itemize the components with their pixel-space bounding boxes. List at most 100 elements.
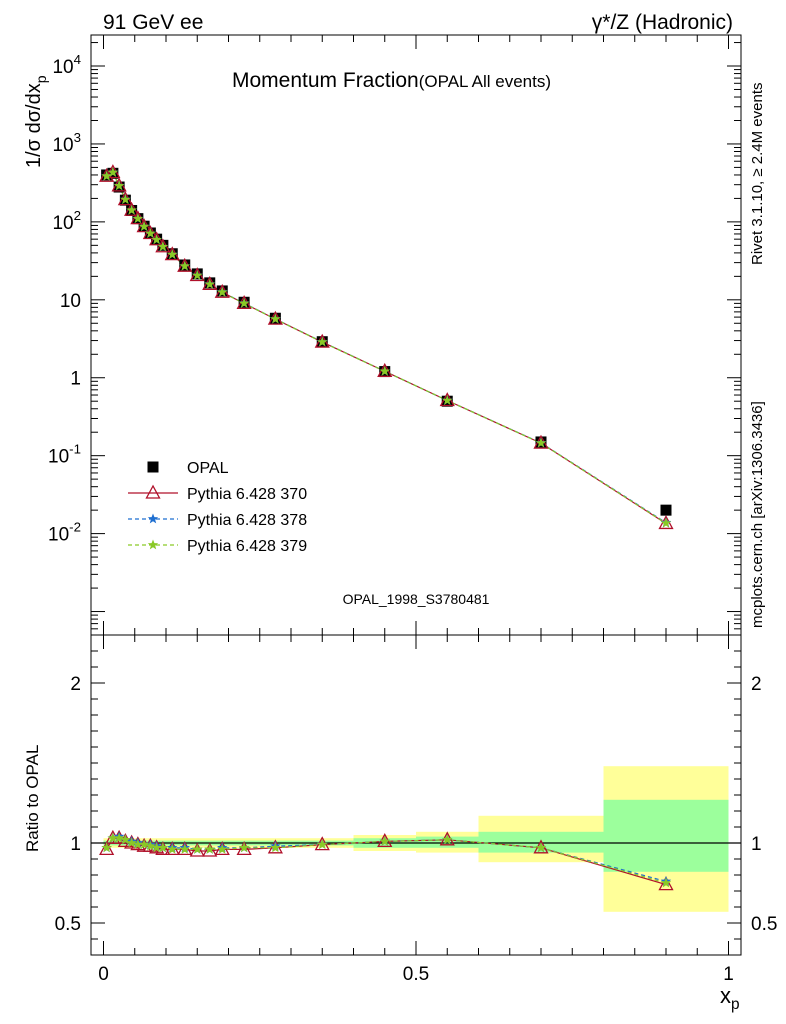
ratio-data-point [660,877,672,888]
ratio-data-point [145,840,156,851]
ratio-data-point [217,843,228,854]
legend-marker [147,513,159,524]
legend-marker [147,461,159,473]
main-y-tick-label: 10 [60,291,81,312]
ratio-axes: 0.5 0.5 1 1 2 2 0 0.5 1 [55,634,777,985]
legend-label: Pythia 6.428 370 [187,486,307,503]
legend-marker [145,484,161,499]
mcplots-label: mcplots.cern.ch [arXiv:1306.3436] [749,401,766,628]
main-y-axis-label: 1/σ dσ/dxp [23,75,49,168]
main-data-point [151,234,162,245]
ratio-data-point [113,832,125,843]
label-script: 2 [74,208,81,223]
uncertainty-band-inner [416,836,479,848]
main-data-point [660,504,672,516]
label-script: 4 [74,52,81,67]
ratio-data-point [107,832,119,843]
ratio-data-point [101,842,112,853]
ratio-data-point [192,843,203,854]
main-data-point [442,395,453,405]
ratio-data-point [189,842,205,857]
main-data-point [138,221,150,231]
main-data-point [270,313,281,324]
main-data-point [107,166,119,177]
main-data-point [120,194,131,205]
main-y-tick-label: 103 [52,130,81,156]
header-right: γ*/Z (Hadronic) [592,11,733,34]
label-base: x [720,983,731,1008]
label-base: 10 [52,213,73,234]
main-title-text: Momentum Fraction [232,69,419,92]
ratio-y-axis-label: Ratio to OPAL [23,745,42,852]
ratio-data-point [179,843,190,854]
label-script: -2 [69,520,81,535]
ratio-data-point [120,834,131,845]
rivet-version-label: Rivet 3.1.10, ≥ 2.4M events [749,83,766,266]
ratio-data-point [138,839,150,849]
label-script: p [731,996,740,1013]
main-y-tick-label: 104 [52,52,81,78]
uncertainty-band-inner [478,831,604,853]
ratio-data-point [236,841,252,856]
main-data-point [317,336,328,347]
ratio-x-tick-label: 0 [98,964,109,985]
main-marker-layer [99,164,674,530]
ratio-data-point [379,835,390,846]
ratio-data-point [535,842,547,853]
main-data-point [238,297,250,308]
legend: OPAL Pythia 6.428 370 Pythia 6.428 378 Pyth… [128,460,307,555]
ratio-data-point [204,843,215,854]
ratio-data-point [157,842,169,853]
ratio-x-axis-label: xp [720,983,740,1013]
main-data-point [179,260,190,271]
ratio-data-point [167,843,178,854]
main-y-tick-label: 10-1 [48,442,81,468]
main-data-point [192,270,203,280]
ratio-x-tick-label: 0.5 [403,964,429,985]
ratio-data-point [317,839,328,849]
main-data-point [535,437,547,448]
ratio-data-point [658,876,674,891]
main-y-tick-label: 1 [70,369,81,390]
label-script: 3 [74,130,81,145]
main-data-point [157,241,169,252]
main-y-tick-label: 10-2 [48,520,81,546]
uncertainty-band-inner [603,799,729,872]
legend-marker [147,539,159,550]
label-base: 10 [52,57,73,78]
header-left: 91 GeV ee [103,11,203,34]
ratio-data-point [151,842,162,853]
main-data-point [660,517,672,528]
ratio-y-tick-label: 0.5 [55,914,81,935]
main-subtitle-text: (OPAL All events) [419,72,551,91]
main-data-point [126,204,137,215]
label-script: -1 [69,442,81,457]
label-base: 10 [48,525,69,546]
main-data-point [217,286,228,297]
main-data-point [204,278,215,289]
label-base: 1/σ dσ/dx [23,83,45,168]
main-data-point [113,180,125,191]
main-data-point [167,249,178,260]
main-data-point [132,213,144,224]
main-y-tick-label: 102 [52,208,81,234]
legend-label: OPAL [187,460,229,477]
legend-label: Pythia 6.428 379 [187,538,307,555]
x-axis-label-main: xp [720,983,740,1013]
legend-label: Pythia 6.428 378 [187,512,307,529]
ratio-y-tick-label: 1 [70,834,81,855]
analysis-watermark: OPAL_1998_S3780481 [343,591,490,607]
ratio-data-point [99,841,115,856]
ratio-panel: 0.5 0.5 1 1 2 2 0 0.5 1 Ratio to OPAL xp [23,634,777,1013]
label-base: 10 [48,447,69,468]
ratio-x-tick-label: 1 [723,964,734,985]
main-data-point [379,365,390,376]
main-y-axis-label-main: 1/σ dσ/dxp [23,75,49,168]
ratio-marker-layer [99,829,674,891]
ratio-data-point [202,842,218,857]
ratio-y-tick-label-right: 1 [751,834,762,855]
ratio-series-line [106,837,667,884]
